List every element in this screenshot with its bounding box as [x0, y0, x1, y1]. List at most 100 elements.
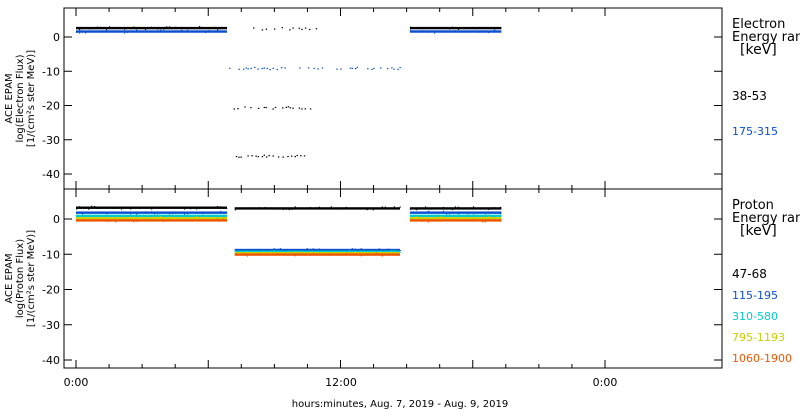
data-point: [327, 254, 329, 256]
data-point: [484, 221, 487, 223]
proton-panel: 0 -10 -20 -30 -40 ACE EPAM log(Proton Flux) [1/…: [4, 188, 800, 369]
data-point: [354, 248, 356, 250]
data-point: [399, 250, 401, 252]
legend-entry: 795-1193: [732, 331, 785, 344]
data-point: [448, 208, 451, 210]
data-point: [235, 155, 238, 158]
data-point: [148, 211, 150, 213]
data-point: [454, 220, 457, 222]
data-point: [288, 209, 290, 211]
data-point: [445, 208, 448, 210]
data-point: [76, 218, 78, 220]
data-point: [103, 216, 105, 218]
data-point: [324, 252, 326, 254]
data-point: [418, 218, 421, 220]
data-point: [100, 30, 102, 32]
data-point: [342, 208, 344, 210]
data-point: [294, 206, 296, 208]
data-point: [184, 213, 186, 215]
data-point: [91, 28, 93, 30]
data-point: [292, 107, 294, 109]
data-point: [282, 209, 284, 211]
data-point: [309, 248, 311, 250]
data-point: [409, 26, 412, 28]
data-point: [127, 220, 129, 222]
data-point: [315, 207, 317, 209]
y-tick-label: -10: [42, 65, 60, 78]
legend-title: Electron: [732, 17, 785, 32]
data-point: [109, 26, 111, 28]
data-point: [163, 217, 165, 219]
data-point: [136, 29, 138, 31]
data-point: [397, 68, 399, 70]
data-point: [246, 251, 248, 253]
data-point: [279, 207, 281, 209]
data-point: [451, 26, 454, 28]
data-point: [274, 106, 277, 109]
data-point: [258, 248, 260, 250]
data-point: [373, 67, 375, 69]
data-point: [427, 210, 430, 212]
data-series-band: [409, 211, 502, 214]
data-point: [112, 207, 114, 209]
data-point: [396, 252, 398, 254]
data-point: [238, 156, 240, 158]
data-point: [115, 221, 117, 223]
data-point: [409, 29, 412, 31]
data-point: [133, 26, 135, 28]
data-point: [276, 68, 278, 71]
data-point: [193, 211, 195, 213]
data-point: [190, 216, 192, 218]
data-point: [272, 67, 274, 69]
data-point: [354, 251, 356, 253]
y-tick-label: 0: [53, 213, 60, 226]
data-point: [399, 251, 401, 253]
data-point: [261, 249, 263, 251]
data-point: [303, 155, 306, 157]
data-point: [130, 213, 132, 215]
data-point: [469, 212, 472, 214]
data-point: [472, 217, 475, 219]
data-point: [493, 29, 496, 31]
data-point: [348, 250, 350, 252]
data-point: [226, 216, 228, 218]
data-point: [263, 67, 266, 69]
data-point: [448, 218, 451, 220]
data-point: [244, 106, 246, 108]
data-point: [457, 213, 460, 215]
data-point: [339, 253, 341, 255]
data-point: [375, 252, 377, 254]
data-point: [386, 68, 389, 70]
data-point: [454, 206, 457, 208]
data-point: [273, 249, 275, 251]
data-point: [451, 217, 454, 219]
data-point: [214, 219, 216, 221]
data-point: [427, 31, 430, 33]
data-point: [273, 28, 276, 30]
data-point: [245, 67, 247, 69]
data-point: [234, 251, 236, 253]
data-point: [100, 207, 102, 209]
data-point: [457, 212, 460, 214]
data-point: [97, 31, 99, 33]
data-point: [220, 206, 222, 208]
y-axis-label: ACE EPAM: [4, 253, 15, 303]
data-point: [301, 108, 303, 110]
data-point: [106, 28, 108, 30]
data-point: [291, 208, 293, 210]
data-point: [226, 27, 228, 29]
data-point: [299, 67, 301, 69]
data-point: [136, 213, 138, 215]
data-point: [79, 32, 81, 34]
data-point: [499, 213, 502, 215]
data-point: [255, 155, 257, 157]
data-point: [380, 67, 382, 69]
data-point: [91, 205, 93, 207]
data-point: [258, 253, 260, 255]
data-point: [399, 206, 401, 208]
data-point: [106, 220, 108, 222]
data-point: [175, 26, 177, 28]
y-axis-label: log(Proton Flux): [15, 239, 26, 318]
data-point: [139, 215, 141, 217]
